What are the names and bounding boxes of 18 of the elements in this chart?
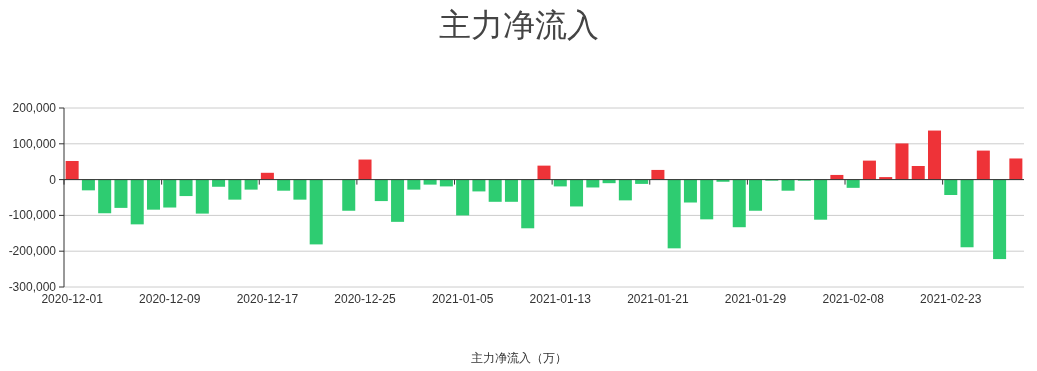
x-tick-label: 2020-12-01 (41, 292, 104, 306)
x-tick-label: 2021-01-21 (627, 292, 689, 306)
y-tick-label: -200,000 (8, 244, 57, 259)
y-tick-label: -100,000 (8, 208, 57, 223)
chart-title: 主力净流入 (438, 7, 599, 43)
x-tick-label: 2021-01-13 (529, 292, 592, 306)
x-tick-label: 2020-12-17 (236, 292, 299, 306)
y-tick-label: -300,000 (8, 280, 57, 294)
x-tick-label: 2021-02-08 (822, 292, 885, 306)
x-tick-label: 2020-12-09 (139, 292, 201, 306)
y-tick-label: 100,000 (12, 136, 57, 151)
x-axis-title: 主力净流入（万） (470, 351, 567, 365)
x-tick-label: 2021-02-23 (920, 292, 982, 306)
y-tick-label: 0 (49, 172, 57, 187)
x-tick-label: 2020-12-25 (334, 292, 397, 306)
y-tick-label: 200,000 (12, 101, 57, 115)
x-tick-label: 2021-01-29 (724, 292, 787, 306)
x-tick-label: 2021-01-05 (431, 292, 494, 306)
